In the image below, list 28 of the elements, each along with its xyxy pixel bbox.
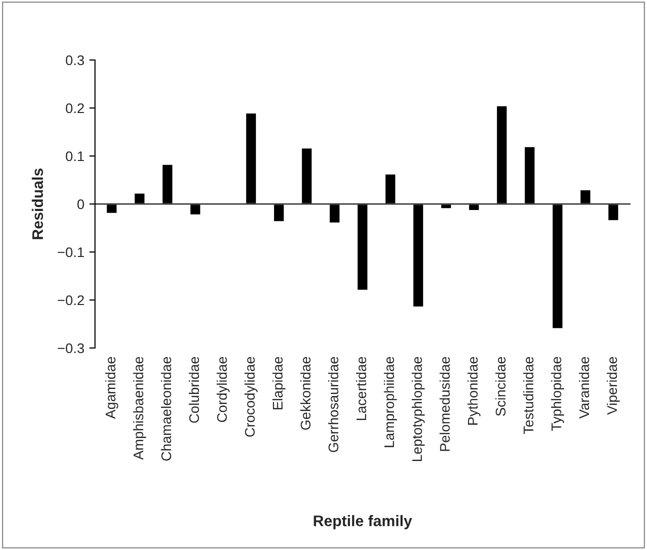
x-tick-label: Crocodylidae [244, 356, 258, 437]
x-tick-label: Viperidae [606, 356, 620, 415]
x-tick-label: Gekkonidae [300, 356, 310, 430]
x-tick-label: Scincidae [495, 356, 506, 416]
x-tick-label: Pythonidae [467, 356, 480, 425]
x-tick-label: Varanidae [578, 356, 590, 419]
y-tick-label: 0.3 [66, 55, 84, 66]
x-tick-label: Colubridae [188, 356, 200, 423]
x-tick-label: Amphisbaenidae [133, 356, 146, 460]
y-tick-label: 0.2 [66, 103, 84, 114]
x-tick-label: Lacertidae [356, 356, 366, 420]
x-tick-label: Gerrhosauridae [328, 356, 338, 452]
y-axis-title: Residuals [32, 168, 44, 240]
x-tick-label: Lamprophiidae [384, 356, 397, 448]
x-tick-label: Cordylidae [216, 356, 230, 422]
x-axis-title: Reptile family [314, 515, 412, 530]
x-tick-label: Typhlopidae [551, 356, 564, 431]
y-tick-label: −0.2 [58, 295, 84, 306]
x-tick-label: Testudinidae [523, 356, 534, 434]
x-tick-label: Leptotyphlopidae [412, 356, 425, 461]
x-tick-label: Chamaeleonidae [160, 356, 172, 461]
x-tick-label: Pelomedusidae [440, 356, 450, 451]
y-tick-label: 0.1 [66, 151, 84, 162]
y-tick-label: 0 [77, 199, 84, 210]
x-tick-label: Elapidae [272, 356, 286, 410]
x-tick-label: Agamidae [105, 356, 118, 419]
y-tick-label: −0.1 [58, 247, 84, 258]
y-tick-label: −0.3 [58, 343, 84, 354]
